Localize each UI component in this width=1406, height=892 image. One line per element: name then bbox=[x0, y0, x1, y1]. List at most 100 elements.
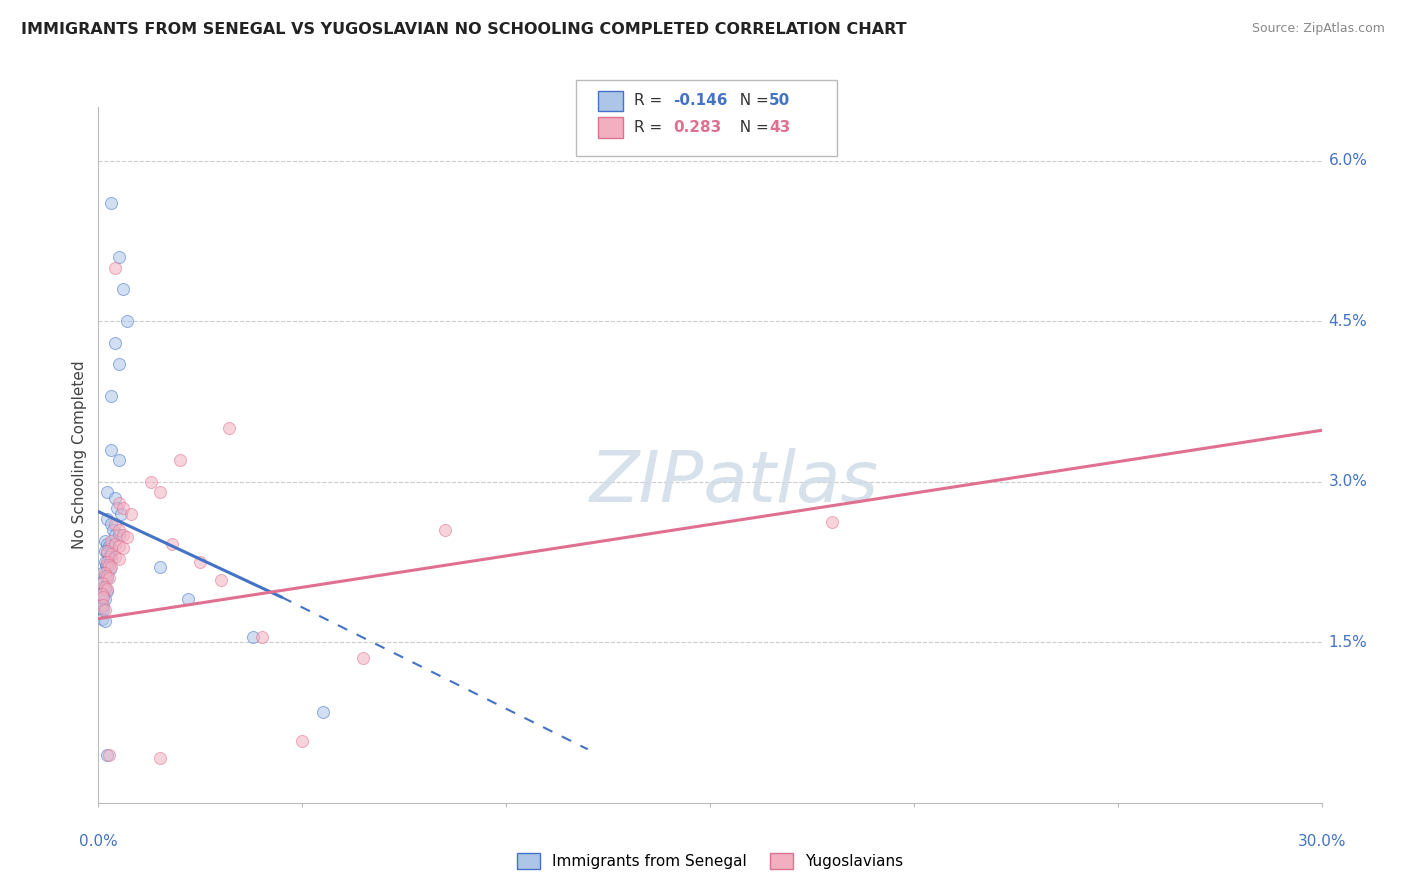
Point bbox=[93, 582, 115, 596]
Point bbox=[115, 530, 138, 544]
Point bbox=[169, 453, 191, 467]
Point bbox=[100, 389, 122, 403]
Point bbox=[821, 516, 844, 530]
Text: N =: N = bbox=[730, 94, 773, 108]
Text: R =: R = bbox=[634, 94, 668, 108]
Point bbox=[177, 592, 200, 607]
Text: IMMIGRANTS FROM SENEGAL VS YUGOSLAVIAN NO SCHOOLING COMPLETED CORRELATION CHART: IMMIGRANTS FROM SENEGAL VS YUGOSLAVIAN N… bbox=[21, 22, 907, 37]
Point bbox=[98, 562, 121, 576]
Point bbox=[100, 541, 122, 555]
Point bbox=[312, 705, 335, 719]
Point bbox=[93, 603, 115, 617]
Point bbox=[96, 512, 118, 526]
Point bbox=[115, 314, 138, 328]
Point bbox=[104, 491, 127, 505]
Point bbox=[91, 601, 114, 615]
Point bbox=[96, 569, 118, 583]
Point bbox=[93, 580, 115, 594]
Text: 6.0%: 6.0% bbox=[1329, 153, 1368, 168]
Point bbox=[209, 573, 232, 587]
Text: Source: ZipAtlas.com: Source: ZipAtlas.com bbox=[1251, 22, 1385, 36]
Point bbox=[100, 196, 122, 211]
Point bbox=[96, 546, 118, 560]
Point bbox=[149, 560, 172, 574]
Point bbox=[91, 591, 114, 605]
Point bbox=[100, 517, 122, 532]
Point bbox=[96, 582, 118, 596]
Point bbox=[104, 260, 127, 275]
Point bbox=[160, 537, 183, 551]
Point bbox=[100, 442, 122, 457]
Point bbox=[111, 501, 134, 516]
Point bbox=[352, 651, 374, 665]
Point bbox=[91, 612, 114, 626]
Point bbox=[90, 598, 112, 612]
Point bbox=[104, 537, 127, 551]
Y-axis label: No Schooling Completed: No Schooling Completed bbox=[72, 360, 87, 549]
Point bbox=[111, 282, 134, 296]
Point bbox=[93, 566, 115, 580]
Point bbox=[96, 485, 118, 500]
Point bbox=[93, 592, 115, 607]
Point bbox=[91, 591, 114, 605]
Text: 43: 43 bbox=[769, 120, 790, 135]
Point bbox=[110, 507, 132, 521]
Point bbox=[188, 555, 212, 569]
Point bbox=[91, 587, 114, 601]
Text: -0.146: -0.146 bbox=[673, 94, 728, 108]
Point bbox=[100, 533, 122, 548]
Point bbox=[141, 475, 163, 489]
Point bbox=[96, 571, 118, 585]
Point bbox=[100, 548, 122, 562]
Text: 30.0%: 30.0% bbox=[1298, 834, 1346, 849]
Point bbox=[218, 421, 240, 435]
Point bbox=[94, 558, 117, 573]
Text: 0.283: 0.283 bbox=[673, 120, 721, 135]
Point bbox=[111, 528, 134, 542]
Point bbox=[120, 507, 142, 521]
Text: 50: 50 bbox=[769, 94, 790, 108]
Point bbox=[97, 539, 120, 553]
Point bbox=[291, 733, 314, 747]
Point bbox=[104, 549, 127, 564]
Point bbox=[93, 555, 115, 569]
Point bbox=[96, 555, 118, 569]
Point bbox=[93, 614, 115, 628]
Text: 4.5%: 4.5% bbox=[1329, 314, 1368, 328]
Point bbox=[93, 569, 115, 583]
Point bbox=[96, 583, 118, 598]
Point bbox=[149, 751, 172, 765]
Point bbox=[250, 630, 273, 644]
Point bbox=[108, 551, 131, 566]
Point bbox=[97, 571, 120, 585]
Point bbox=[242, 630, 264, 644]
Text: ZIPatlas: ZIPatlas bbox=[591, 449, 879, 517]
Point bbox=[93, 544, 115, 558]
Point bbox=[97, 558, 120, 573]
Text: 3.0%: 3.0% bbox=[1329, 475, 1368, 489]
Point bbox=[108, 496, 131, 510]
Point bbox=[104, 335, 127, 350]
Point bbox=[100, 560, 122, 574]
Point bbox=[97, 747, 120, 762]
Point bbox=[96, 747, 118, 762]
Point bbox=[91, 603, 114, 617]
Point bbox=[105, 501, 128, 516]
Point bbox=[97, 549, 120, 564]
Point bbox=[93, 533, 115, 548]
Point bbox=[108, 250, 131, 264]
Text: R =: R = bbox=[634, 120, 672, 135]
Text: 0.0%: 0.0% bbox=[79, 834, 118, 849]
Point bbox=[149, 485, 172, 500]
Text: N =: N = bbox=[730, 120, 773, 135]
Point bbox=[91, 566, 114, 580]
Point bbox=[108, 453, 131, 467]
Legend: Immigrants from Senegal, Yugoslavians: Immigrants from Senegal, Yugoslavians bbox=[510, 847, 910, 875]
Point bbox=[91, 598, 114, 612]
Point bbox=[96, 544, 118, 558]
Point bbox=[100, 551, 122, 566]
Point bbox=[96, 560, 118, 574]
Point bbox=[108, 357, 131, 371]
Point bbox=[96, 537, 118, 551]
Point bbox=[91, 576, 114, 591]
